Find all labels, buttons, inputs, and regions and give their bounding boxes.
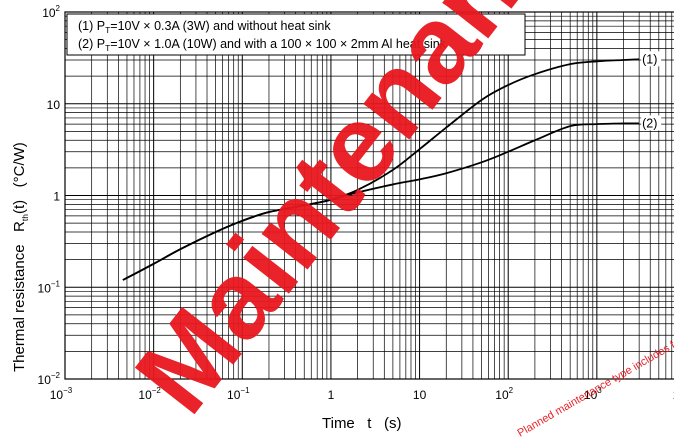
legend: (1) PT=10V × 0.3A (3W) and without heat … xyxy=(66,13,526,56)
y-tick-label: 10−2 xyxy=(38,371,61,387)
x-tick-labels: 10−3 10−2 10−1 1 10 102 103 104 xyxy=(50,386,674,402)
x-tick-label: 104 xyxy=(673,386,674,402)
y-tick-label: 10 xyxy=(47,98,61,112)
y-tick-label: 1 xyxy=(53,190,60,204)
x-axis-title: Time t (s) xyxy=(322,415,401,432)
plot-frame xyxy=(64,11,674,380)
legend-box xyxy=(66,13,526,56)
x-tick-label: 10−1 xyxy=(227,386,250,402)
legend-entry-2: (2) PT=10V × 1.0A (10W) and with a 100 ×… xyxy=(78,37,447,53)
y-tick-label: 102 xyxy=(42,4,60,20)
series-tag-1: (1) xyxy=(642,52,657,66)
legend-entry-1: (1) PT=10V × 0.3A (3W) and without heat … xyxy=(78,19,331,35)
series-tag-2: (2) xyxy=(642,116,657,130)
series-layer xyxy=(122,58,640,281)
x-tick-label: 103 xyxy=(584,386,602,402)
series-tag-bg xyxy=(641,51,662,67)
x-tick-label: 10−2 xyxy=(138,386,161,402)
y-tick-labels: 10−2 10−1 1 10 102 xyxy=(38,4,61,387)
x-tick-label: 1 xyxy=(328,388,335,402)
x-tick-label: 102 xyxy=(495,386,513,402)
x-tick-label: 10−3 xyxy=(50,386,73,402)
y-axis-title: Thermal resistance Rth(t) (°C/W) xyxy=(11,142,30,372)
series-line-2 xyxy=(122,122,640,281)
x-tick-label: 10 xyxy=(413,388,427,402)
series-tag-bg xyxy=(641,115,662,131)
y-tick-label: 10−1 xyxy=(38,279,61,295)
grid-lines xyxy=(64,11,674,380)
